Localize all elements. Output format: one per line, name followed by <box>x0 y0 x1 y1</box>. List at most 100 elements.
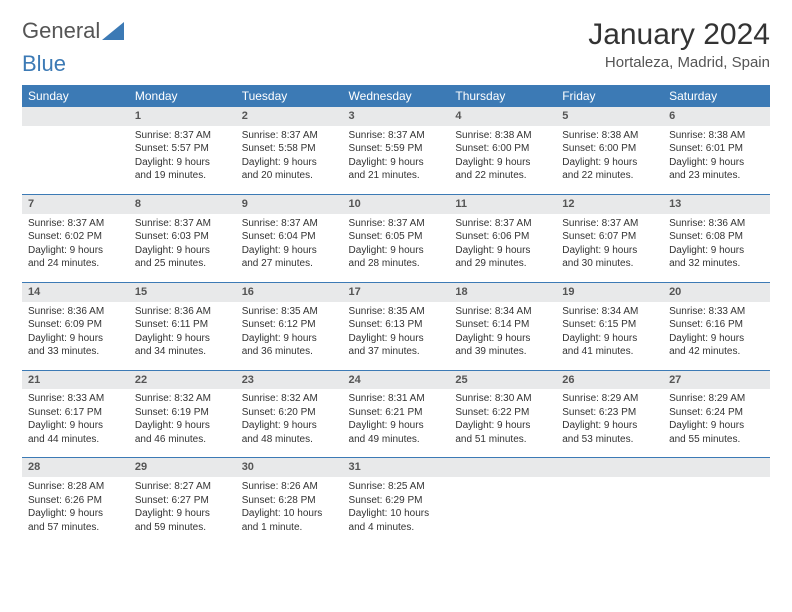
daylight-text: and 24 minutes. <box>28 257 123 271</box>
calendar-cell: 24Sunrise: 8:31 AMSunset: 6:21 PMDayligh… <box>343 370 450 458</box>
weekday-friday: Friday <box>556 85 663 107</box>
day-number: 4 <box>449 107 556 126</box>
day-details: Sunrise: 8:38 AMSunset: 6:00 PMDaylight:… <box>449 126 556 194</box>
calendar-cell: 21Sunrise: 8:33 AMSunset: 6:17 PMDayligh… <box>22 370 129 458</box>
day-number: 9 <box>236 195 343 214</box>
day-number: 3 <box>343 107 450 126</box>
calendar-cell: 27Sunrise: 8:29 AMSunset: 6:24 PMDayligh… <box>663 370 770 458</box>
day-details: Sunrise: 8:37 AMSunset: 6:07 PMDaylight:… <box>556 214 663 282</box>
calendar-cell: 16Sunrise: 8:35 AMSunset: 6:12 PMDayligh… <box>236 282 343 370</box>
day-details: Sunrise: 8:37 AMSunset: 5:57 PMDaylight:… <box>129 126 236 194</box>
daylight-text: and 55 minutes. <box>669 433 764 447</box>
day-details: Sunrise: 8:37 AMSunset: 6:05 PMDaylight:… <box>343 214 450 282</box>
daylight-text: Daylight: 9 hours <box>562 156 657 170</box>
day-details: Sunrise: 8:37 AMSunset: 5:58 PMDaylight:… <box>236 126 343 194</box>
daylight-text: Daylight: 9 hours <box>349 156 444 170</box>
daylight-text: and 20 minutes. <box>242 169 337 183</box>
calendar-cell: 8Sunrise: 8:37 AMSunset: 6:03 PMDaylight… <box>129 194 236 282</box>
daylight-text: Daylight: 9 hours <box>455 332 550 346</box>
day-details: Sunrise: 8:29 AMSunset: 6:24 PMDaylight:… <box>663 389 770 457</box>
calendar-table: Sunday Monday Tuesday Wednesday Thursday… <box>22 85 770 545</box>
day-number: 16 <box>236 283 343 302</box>
sunset-text: Sunset: 6:02 PM <box>28 230 123 244</box>
day-number: 26 <box>556 371 663 390</box>
calendar-cell: 5Sunrise: 8:38 AMSunset: 6:00 PMDaylight… <box>556 107 663 194</box>
calendar-cell <box>22 107 129 194</box>
day-details: Sunrise: 8:38 AMSunset: 6:00 PMDaylight:… <box>556 126 663 194</box>
sunset-text: Sunset: 6:03 PM <box>135 230 230 244</box>
daylight-text: and 28 minutes. <box>349 257 444 271</box>
calendar-cell: 9Sunrise: 8:37 AMSunset: 6:04 PMDaylight… <box>236 194 343 282</box>
day-number: 31 <box>343 458 450 477</box>
day-details: Sunrise: 8:27 AMSunset: 6:27 PMDaylight:… <box>129 477 236 545</box>
daylight-text: and 42 minutes. <box>669 345 764 359</box>
daylight-text: and 30 minutes. <box>562 257 657 271</box>
daylight-text: Daylight: 9 hours <box>562 419 657 433</box>
daylight-text: Daylight: 9 hours <box>28 332 123 346</box>
day-number: 6 <box>663 107 770 126</box>
sunset-text: Sunset: 6:16 PM <box>669 318 764 332</box>
sunrise-text: Sunrise: 8:38 AM <box>455 129 550 143</box>
sunrise-text: Sunrise: 8:37 AM <box>135 217 230 231</box>
daylight-text: Daylight: 9 hours <box>135 419 230 433</box>
day-details: Sunrise: 8:32 AMSunset: 6:20 PMDaylight:… <box>236 389 343 457</box>
sunset-text: Sunset: 6:28 PM <box>242 494 337 508</box>
daylight-text: Daylight: 9 hours <box>562 244 657 258</box>
sunrise-text: Sunrise: 8:37 AM <box>242 217 337 231</box>
logo-triangle-icon <box>102 22 124 40</box>
daylight-text: and 27 minutes. <box>242 257 337 271</box>
day-number: 1 <box>129 107 236 126</box>
sunset-text: Sunset: 5:59 PM <box>349 142 444 156</box>
calendar-cell: 25Sunrise: 8:30 AMSunset: 6:22 PMDayligh… <box>449 370 556 458</box>
daylight-text: and 22 minutes. <box>562 169 657 183</box>
sunrise-text: Sunrise: 8:26 AM <box>242 480 337 494</box>
daylight-text: Daylight: 9 hours <box>349 244 444 258</box>
sunset-text: Sunset: 6:24 PM <box>669 406 764 420</box>
calendar-cell: 23Sunrise: 8:32 AMSunset: 6:20 PMDayligh… <box>236 370 343 458</box>
day-details <box>22 126 129 194</box>
day-details: Sunrise: 8:29 AMSunset: 6:23 PMDaylight:… <box>556 389 663 457</box>
logo: General <box>22 18 124 44</box>
sunrise-text: Sunrise: 8:37 AM <box>349 217 444 231</box>
calendar-row: 1Sunrise: 8:37 AMSunset: 5:57 PMDaylight… <box>22 107 770 194</box>
sunrise-text: Sunrise: 8:30 AM <box>455 392 550 406</box>
daylight-text: and 48 minutes. <box>242 433 337 447</box>
sunrise-text: Sunrise: 8:32 AM <box>135 392 230 406</box>
day-number: 5 <box>556 107 663 126</box>
calendar-cell: 11Sunrise: 8:37 AMSunset: 6:06 PMDayligh… <box>449 194 556 282</box>
sunset-text: Sunset: 6:08 PM <box>669 230 764 244</box>
sunrise-text: Sunrise: 8:28 AM <box>28 480 123 494</box>
calendar-cell: 3Sunrise: 8:37 AMSunset: 5:59 PMDaylight… <box>343 107 450 194</box>
day-number: 22 <box>129 371 236 390</box>
sunset-text: Sunset: 6:13 PM <box>349 318 444 332</box>
day-details <box>449 477 556 545</box>
sunrise-text: Sunrise: 8:37 AM <box>455 217 550 231</box>
sunset-text: Sunset: 6:17 PM <box>28 406 123 420</box>
day-details: Sunrise: 8:36 AMSunset: 6:08 PMDaylight:… <box>663 214 770 282</box>
day-details: Sunrise: 8:35 AMSunset: 6:13 PMDaylight:… <box>343 302 450 370</box>
daylight-text: and 57 minutes. <box>28 521 123 535</box>
day-number: 29 <box>129 458 236 477</box>
day-details: Sunrise: 8:36 AMSunset: 6:11 PMDaylight:… <box>129 302 236 370</box>
daylight-text: Daylight: 9 hours <box>455 156 550 170</box>
daylight-text: and 59 minutes. <box>135 521 230 535</box>
calendar-cell: 2Sunrise: 8:37 AMSunset: 5:58 PMDaylight… <box>236 107 343 194</box>
day-number: 10 <box>343 195 450 214</box>
daylight-text: and 21 minutes. <box>349 169 444 183</box>
calendar-cell: 6Sunrise: 8:38 AMSunset: 6:01 PMDaylight… <box>663 107 770 194</box>
calendar-cell: 14Sunrise: 8:36 AMSunset: 6:09 PMDayligh… <box>22 282 129 370</box>
day-details: Sunrise: 8:31 AMSunset: 6:21 PMDaylight:… <box>343 389 450 457</box>
weekday-sunday: Sunday <box>22 85 129 107</box>
daylight-text: Daylight: 9 hours <box>455 244 550 258</box>
daylight-text: Daylight: 10 hours <box>242 507 337 521</box>
day-number: 7 <box>22 195 129 214</box>
calendar-cell: 20Sunrise: 8:33 AMSunset: 6:16 PMDayligh… <box>663 282 770 370</box>
daylight-text: and 49 minutes. <box>349 433 444 447</box>
daylight-text: Daylight: 9 hours <box>455 419 550 433</box>
day-details: Sunrise: 8:26 AMSunset: 6:28 PMDaylight:… <box>236 477 343 545</box>
day-details: Sunrise: 8:28 AMSunset: 6:26 PMDaylight:… <box>22 477 129 545</box>
sunset-text: Sunset: 6:01 PM <box>669 142 764 156</box>
calendar-cell: 26Sunrise: 8:29 AMSunset: 6:23 PMDayligh… <box>556 370 663 458</box>
day-number: 21 <box>22 371 129 390</box>
calendar-row: 14Sunrise: 8:36 AMSunset: 6:09 PMDayligh… <box>22 282 770 370</box>
